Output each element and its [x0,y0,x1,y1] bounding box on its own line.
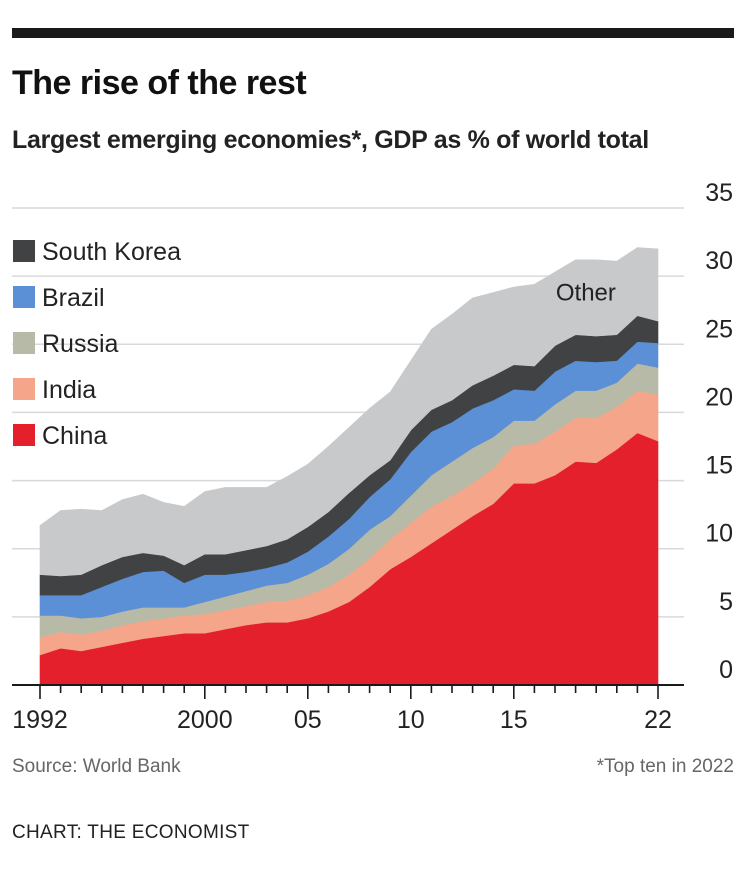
legend-label: China [42,422,107,450]
chart-title: The rise of the rest [12,64,307,102]
legend-swatch-south-korea [13,240,35,262]
chart-subtitle: Largest emerging economies*, GDP as % of… [12,126,649,154]
x-tick-label: 15 [500,706,528,734]
legend-swatch-china [13,424,35,446]
top-rule [12,28,734,38]
legend-label: South Korea [42,238,181,266]
y-tick-label: 15 [705,452,733,480]
y-tick-label: 30 [705,247,733,275]
x-tick-label: 2000 [177,706,233,734]
y-tick-label: 5 [719,588,733,616]
legend: South Korea Brazil Russia India China [13,238,181,450]
y-tick-label: 20 [705,383,733,411]
legend-label: Brazil [42,284,105,312]
y-tick-label: 10 [705,520,733,548]
area-other [39,247,659,577]
y-tick-label: 0 [719,656,733,684]
chart-credit: CHART: THE ECONOMIST [12,822,250,843]
x-tick-label: 05 [294,706,322,734]
legend-swatch-india [13,378,35,400]
area-layer [39,247,659,686]
y-tick-label: 35 [705,179,733,207]
source-note: Source: World Bank [12,756,181,777]
footnote: *Top ten in 2022 [596,756,734,777]
annotation-other: Other [556,280,616,307]
legend-swatch-russia [13,332,35,354]
x-tick-label: 10 [397,706,425,734]
x-tick-label: 1992 [12,706,68,734]
legend-label: India [42,376,96,404]
x-tick-label: 22 [644,706,672,734]
y-tick-label: 25 [705,315,733,343]
legend-swatch-brazil [13,286,35,308]
legend-label: Russia [42,330,119,358]
annotations: Other [556,280,616,307]
